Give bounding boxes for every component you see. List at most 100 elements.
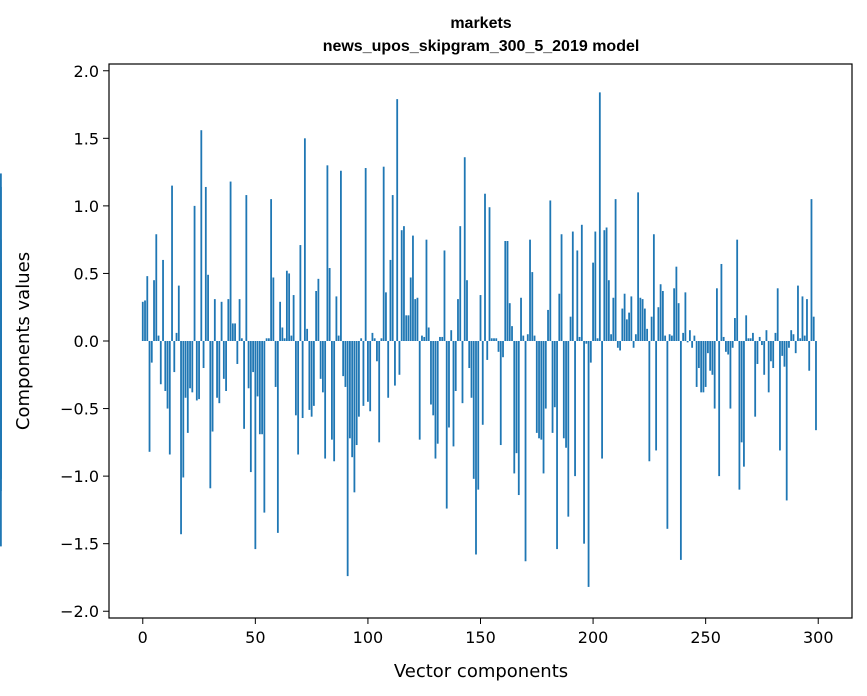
bar [364, 168, 367, 341]
bar [452, 341, 455, 447]
bar [227, 299, 230, 341]
bar [610, 334, 612, 341]
bar [436, 341, 439, 444]
bar [409, 277, 412, 341]
bar [385, 292, 387, 341]
bar [560, 234, 563, 341]
bar [556, 341, 558, 550]
bar [418, 341, 421, 440]
bar [484, 193, 486, 341]
bar [180, 341, 182, 535]
bar [454, 341, 457, 391]
bar [290, 335, 293, 341]
bar [243, 341, 245, 429]
bar [229, 181, 232, 341]
bar [240, 338, 243, 341]
bar [349, 341, 351, 439]
bar [646, 328, 649, 341]
bar [569, 316, 572, 341]
bar [693, 335, 696, 341]
bar [407, 315, 410, 341]
bar [634, 334, 637, 341]
bar [594, 231, 597, 341]
bar [731, 341, 734, 348]
bar [650, 316, 653, 341]
bar [184, 341, 187, 398]
bar [574, 341, 576, 477]
bar [457, 299, 459, 341]
bar [547, 309, 549, 341]
bar [382, 166, 385, 341]
bar [508, 303, 511, 341]
bar [770, 341, 772, 362]
bar [157, 335, 160, 341]
bar [247, 341, 250, 389]
bar [580, 224, 583, 341]
bar [245, 195, 248, 341]
bar [263, 341, 266, 513]
bar [522, 335, 525, 341]
bar [421, 335, 423, 341]
bar [171, 185, 173, 341]
bar [711, 341, 714, 375]
bar [655, 341, 658, 451]
bar [371, 332, 374, 341]
bar [589, 341, 592, 363]
bar [398, 341, 401, 375]
bar [538, 341, 540, 439]
bar [461, 341, 464, 404]
bar [637, 192, 640, 341]
bar [630, 296, 633, 341]
bar [695, 341, 698, 387]
bar [238, 299, 241, 341]
bar [346, 341, 349, 577]
bar [614, 199, 617, 341]
chart-title: markets [450, 15, 511, 32]
bar [252, 341, 254, 373]
bar [490, 338, 493, 341]
bar [463, 157, 466, 341]
bar [144, 300, 146, 341]
bar [691, 341, 694, 348]
bar [279, 301, 282, 341]
bar [511, 326, 513, 341]
bar [276, 341, 279, 533]
bar [558, 293, 561, 341]
bar [308, 341, 311, 410]
bar [391, 195, 394, 341]
x-tick-label: 250 [690, 628, 721, 647]
bar [369, 341, 372, 412]
bar [414, 299, 417, 341]
bar [321, 341, 324, 393]
bar [193, 205, 196, 341]
bar [367, 341, 369, 402]
bar [173, 341, 176, 373]
bar [283, 338, 286, 341]
bar [713, 341, 716, 409]
bar [209, 341, 212, 489]
bar [803, 335, 806, 341]
bar [605, 227, 608, 341]
bar [164, 341, 167, 391]
bar [761, 341, 763, 346]
x-axis-ticks: 0 50 100 150 200 250 300 [138, 618, 834, 647]
bar [535, 341, 538, 433]
bar [781, 341, 784, 356]
bar [481, 341, 484, 425]
bar [592, 262, 594, 341]
bar [236, 341, 239, 364]
bar [673, 288, 676, 341]
bar [288, 273, 291, 341]
bar [549, 200, 552, 341]
bar [466, 280, 468, 341]
bar [355, 341, 358, 446]
bar [643, 308, 646, 341]
bar [285, 270, 288, 341]
bar [747, 338, 750, 341]
bar [380, 338, 383, 341]
bar [403, 226, 405, 341]
chart-subtitle: news_upos_skipgram_300_5_2019 model [323, 38, 640, 55]
bar [529, 239, 531, 341]
bar [168, 341, 171, 455]
bar [641, 299, 644, 341]
